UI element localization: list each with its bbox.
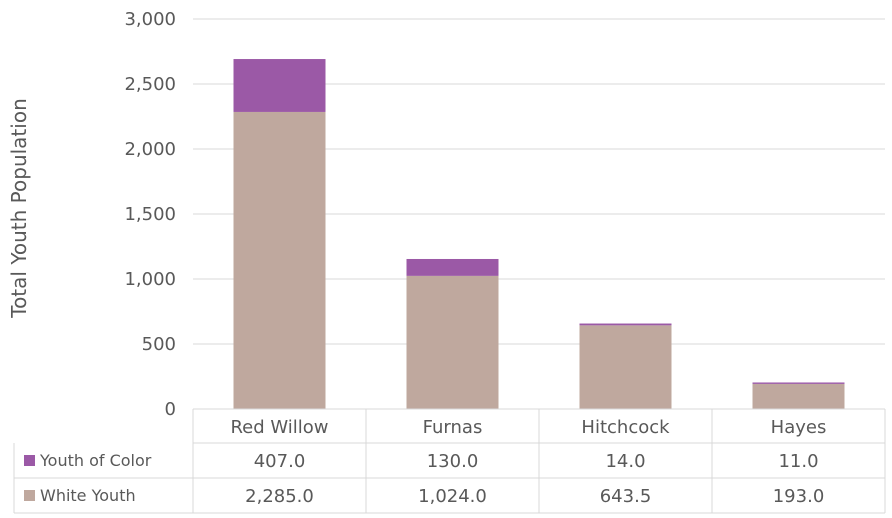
bar-white-youth [406,275,499,409]
x-tick-label: Furnas [423,417,483,438]
y-axis-label: Total Youth Population [7,98,31,319]
data-label: 130.0 [427,451,479,472]
x-tick-label: Red Willow [230,417,328,438]
bar-youth-of-color [752,382,845,384]
x-tick-label: Hitchcock [581,417,670,438]
bars [233,59,845,409]
legend-label: White Youth [40,486,136,505]
data-label: 14.0 [605,451,645,472]
y-tick-label: 500 [142,334,176,355]
x-tick-label: Hayes [771,417,827,438]
legend-swatch [24,490,35,501]
data-label: 193.0 [773,486,825,507]
bar-white-youth [579,325,672,409]
y-tick-label: 3,000 [124,9,176,30]
data-table: Red Willow Furnas Hitchcock Hayes Youth of C… [13,408,886,514]
bar-white-youth [752,383,845,409]
y-tick-label: 2,500 [124,74,176,95]
bar-youth-of-color [406,258,499,276]
data-label: 1,024.0 [418,486,487,507]
bar-youth-of-color [579,323,672,326]
legend-label: Youth of Color [39,451,152,470]
data-label: 407.0 [254,451,306,472]
data-label: 643.5 [600,486,652,507]
bar-youth-of-color [233,59,326,112]
y-tick-label: 0 [165,399,176,420]
data-label: 2,285.0 [245,486,314,507]
legend-swatch [24,455,35,466]
y-tick-label: 1,000 [124,269,176,290]
y-tick-label: 1,500 [124,204,176,225]
data-label: 11.0 [778,451,818,472]
bar-white-youth [233,111,326,409]
y-tick-label: 2,000 [124,139,176,160]
y-tick-labels: 0 500 1,000 1,500 2,000 2,500 3,000 [124,9,176,420]
